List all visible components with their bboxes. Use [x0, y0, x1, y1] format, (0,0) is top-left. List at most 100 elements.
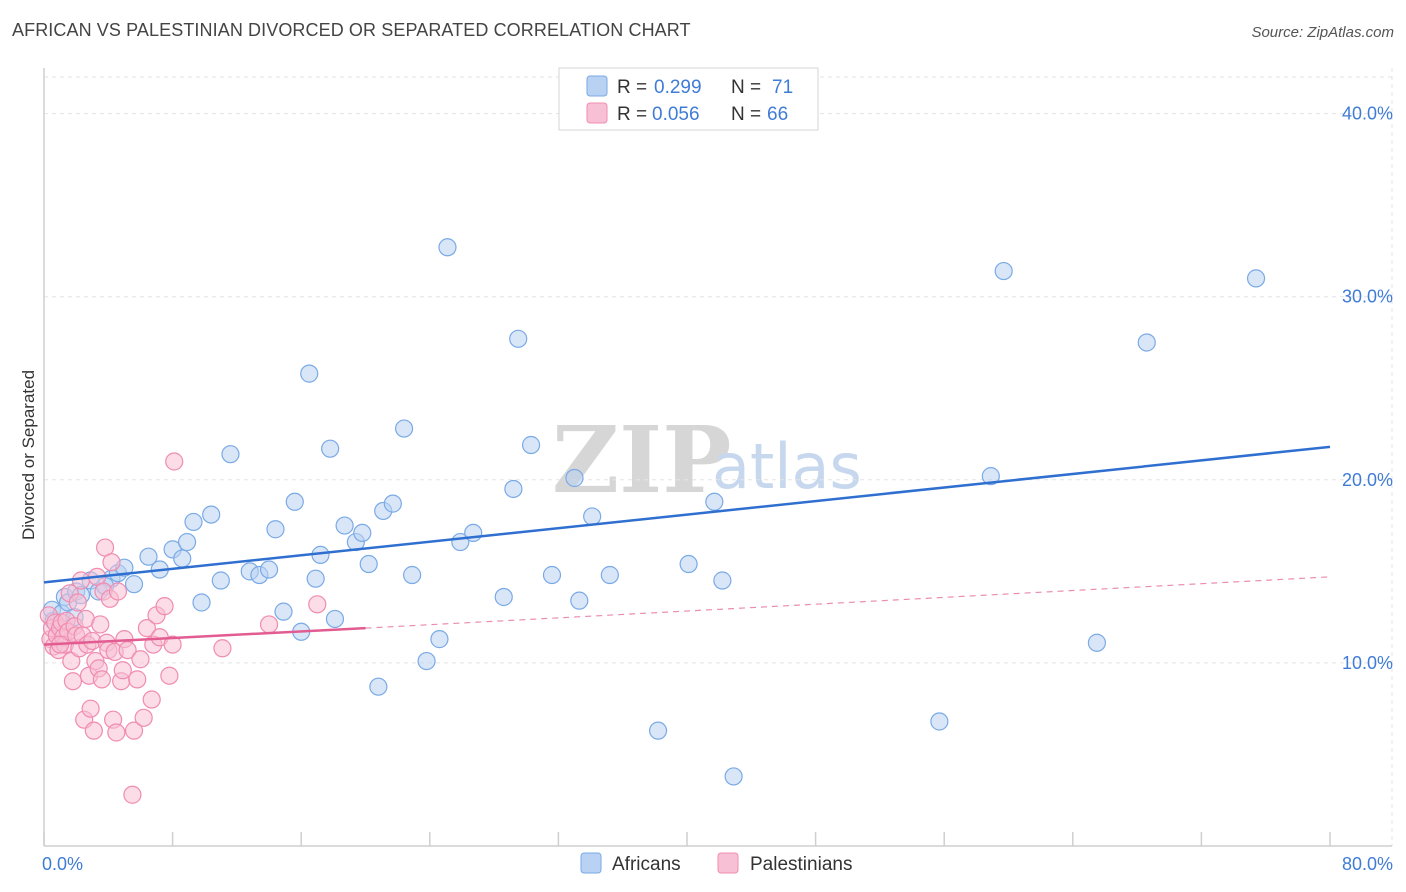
- african-point: [259, 560, 279, 579]
- series-legend: Africans Palestinians: [580, 852, 852, 875]
- palestinian-point: [68, 593, 87, 612]
- african-point: [542, 565, 562, 585]
- legend-r-value-africans: 0.299: [654, 77, 702, 98]
- trend-line-africans: [43, 445, 1331, 584]
- palestinian-point: [165, 452, 184, 471]
- african-point: [565, 468, 584, 488]
- watermark: ZIP atlas: [552, 406, 862, 514]
- trend-line-extension-palestinians: [365, 576, 1331, 629]
- palestinian-point: [107, 723, 126, 742]
- african-point: [184, 512, 203, 532]
- x-ticks: [43, 832, 1331, 846]
- african-point: [494, 587, 513, 607]
- african-point: [679, 554, 698, 574]
- palestinian-point: [63, 672, 83, 691]
- legend-swatch-palestinians: [586, 102, 608, 124]
- palestinian-point: [155, 597, 174, 616]
- palestinian-point: [131, 650, 150, 669]
- y-axis-label: Divorced or Separated: [19, 370, 38, 540]
- african-point: [221, 445, 240, 464]
- african-point: [648, 721, 668, 740]
- african-point: [521, 435, 541, 455]
- legend-swatch-africans: [586, 75, 608, 97]
- legend-n-label-palestinians: N =: [731, 104, 761, 125]
- african-point: [394, 419, 414, 438]
- legend-r-label-africans: R =: [617, 77, 647, 98]
- african-point: [274, 602, 293, 621]
- palestinian-point: [113, 661, 132, 680]
- y-tick-labels: 10.0% 20.0% 30.0% 40.0%: [1342, 104, 1393, 673]
- series-africans: [42, 238, 1266, 786]
- african-point: [202, 505, 221, 524]
- african-point: [705, 492, 724, 511]
- y-tick-label: 30.0%: [1342, 287, 1393, 307]
- chart-title: AFRICAN VS PALESTINIAN DIVORCED OR SEPAR…: [12, 20, 691, 40]
- palestinian-point: [108, 582, 128, 601]
- watermark-atlas: atlas: [712, 430, 862, 503]
- african-point: [504, 479, 523, 499]
- palestinian-point: [142, 690, 161, 709]
- african-point: [583, 507, 602, 526]
- african-point: [930, 712, 949, 731]
- x-tick-label: 80.0%: [1342, 854, 1393, 874]
- palestinian-point: [118, 640, 137, 660]
- y-tick-label: 40.0%: [1342, 104, 1393, 124]
- african-point: [139, 547, 158, 566]
- african-point: [1087, 633, 1107, 652]
- trend-lines: [43, 445, 1331, 646]
- palestinian-point: [102, 553, 121, 572]
- palestinian-point: [134, 708, 153, 727]
- axes: [43, 68, 1392, 847]
- legend-r-label-palestinians: R =: [617, 104, 647, 125]
- african-point: [173, 549, 192, 568]
- legend-n-label-africans: N =: [731, 77, 761, 98]
- palestinian-point: [124, 721, 144, 740]
- african-point: [369, 677, 388, 696]
- y-tick-label: 10.0%: [1342, 653, 1393, 673]
- y-tick-label: 20.0%: [1342, 470, 1393, 490]
- african-point: [211, 571, 230, 590]
- african-point: [438, 238, 457, 257]
- x-tick-labels: 0.0% 80.0%: [42, 854, 1393, 874]
- african-point: [285, 492, 304, 511]
- watermark-zip: ZIP: [552, 406, 731, 514]
- african-point: [509, 329, 528, 348]
- african-point: [1137, 333, 1156, 352]
- african-point: [724, 767, 743, 786]
- african-point: [124, 575, 144, 594]
- african-point: [335, 516, 354, 535]
- source-credit: Source: ZipAtlas.com: [1251, 24, 1394, 41]
- african-point: [192, 593, 211, 612]
- palestinian-point: [128, 670, 147, 689]
- african-point: [1246, 269, 1266, 288]
- african-point: [600, 565, 619, 585]
- trend-line-palestinians: [43, 626, 366, 646]
- palestinian-point: [91, 615, 110, 634]
- african-point: [325, 609, 345, 629]
- palestinian-point: [308, 595, 327, 614]
- african-point: [994, 261, 1013, 281]
- african-point: [713, 571, 732, 590]
- palestinian-point: [123, 785, 142, 804]
- legend-n-value-palestinians: 66: [767, 104, 788, 125]
- african-point: [570, 591, 589, 610]
- series-legend-swatch-palestinians: [717, 852, 739, 874]
- african-point: [383, 494, 402, 513]
- palestinian-point: [84, 721, 103, 740]
- african-point: [177, 532, 197, 552]
- series-legend-swatch-africans: [580, 852, 602, 874]
- african-point: [981, 467, 1000, 486]
- x-tick-label: 0.0%: [42, 854, 83, 874]
- palestinian-point: [62, 651, 81, 671]
- african-point: [353, 523, 372, 543]
- african-point: [306, 569, 325, 588]
- african-point: [430, 630, 449, 649]
- palestinian-point: [71, 571, 91, 590]
- african-point: [321, 439, 340, 458]
- series-palestinians: [39, 452, 327, 804]
- legend-r-value-palestinians: 0.056: [652, 104, 700, 125]
- series-legend-label-africans: Africans: [612, 854, 681, 875]
- african-point: [359, 554, 378, 574]
- palestinian-point: [213, 639, 232, 658]
